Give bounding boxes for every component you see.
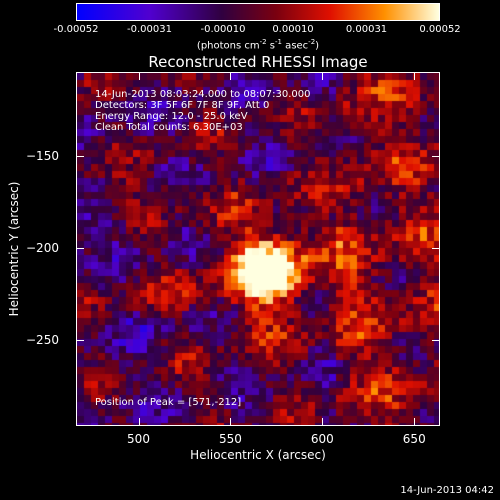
x-tick-mark bbox=[322, 418, 324, 426]
chart-title: Reconstructed RHESSI Image bbox=[148, 53, 368, 71]
info-line-counts: Clean Total counts: 6.30E+03 bbox=[95, 122, 243, 133]
info-line-energy: Energy Range: 12.0 - 25.0 keV bbox=[95, 111, 248, 122]
colorbar-tick-label: -0.00010 bbox=[200, 24, 246, 35]
y-axis-label: Heliocentric Y (arcsec) bbox=[7, 181, 21, 317]
y-tick-label: −200 bbox=[26, 241, 59, 256]
colorbar-tick-label: -0.00031 bbox=[127, 24, 172, 35]
y-tick-mark bbox=[76, 248, 84, 250]
x-tick-mark bbox=[230, 418, 232, 426]
x-axis-label: Heliocentric X (arcsec) bbox=[190, 448, 326, 462]
colorbar-tick-label: 0.00052 bbox=[419, 24, 461, 35]
y-tick-mark bbox=[76, 156, 84, 158]
x-tick-mark bbox=[414, 418, 416, 426]
y-tick-mark bbox=[432, 339, 440, 341]
colorbar-tick-label: 0.00010 bbox=[272, 24, 314, 35]
x-tick-mark bbox=[138, 72, 140, 80]
peak-position-label: Position of Peak = [571,-212] bbox=[95, 397, 242, 408]
colorbar-tick-label: 0.00031 bbox=[345, 24, 388, 35]
x-tick-label: 500 bbox=[127, 432, 150, 446]
y-tick-mark bbox=[76, 339, 84, 341]
x-tick-mark bbox=[230, 72, 232, 80]
y-tick-label: −150 bbox=[26, 149, 59, 164]
info-line-detectors: Detectors: 3F 5F 6F 7F 8F 9F, Att 0 bbox=[95, 100, 270, 111]
timestamp: 14-Jun-2013 04:42 bbox=[400, 485, 494, 496]
x-tick-label: 600 bbox=[310, 432, 334, 446]
colorbar bbox=[76, 3, 440, 21]
y-tick-label: −250 bbox=[26, 332, 59, 347]
colorbar-tick-label: -0.00052 bbox=[53, 24, 99, 35]
x-tick-label: 550 bbox=[218, 432, 242, 446]
plot-area: 14-Jun-2013 08:03:24.000 to 08:07:30.000… bbox=[76, 72, 440, 426]
info-line-time: 14-Jun-2013 08:03:24.000 to 08:07:30.000 bbox=[95, 89, 311, 100]
y-tick-mark bbox=[432, 248, 440, 250]
x-tick-label: 650 bbox=[402, 432, 426, 446]
y-tick-mark bbox=[432, 156, 440, 158]
x-tick-mark bbox=[414, 72, 416, 80]
x-tick-mark bbox=[138, 418, 140, 426]
x-tick-mark bbox=[322, 72, 324, 80]
colorbar-unit-label: (photons cm-2 s-1 asec-2) bbox=[196, 38, 320, 52]
heatmap-image bbox=[77, 73, 439, 425]
